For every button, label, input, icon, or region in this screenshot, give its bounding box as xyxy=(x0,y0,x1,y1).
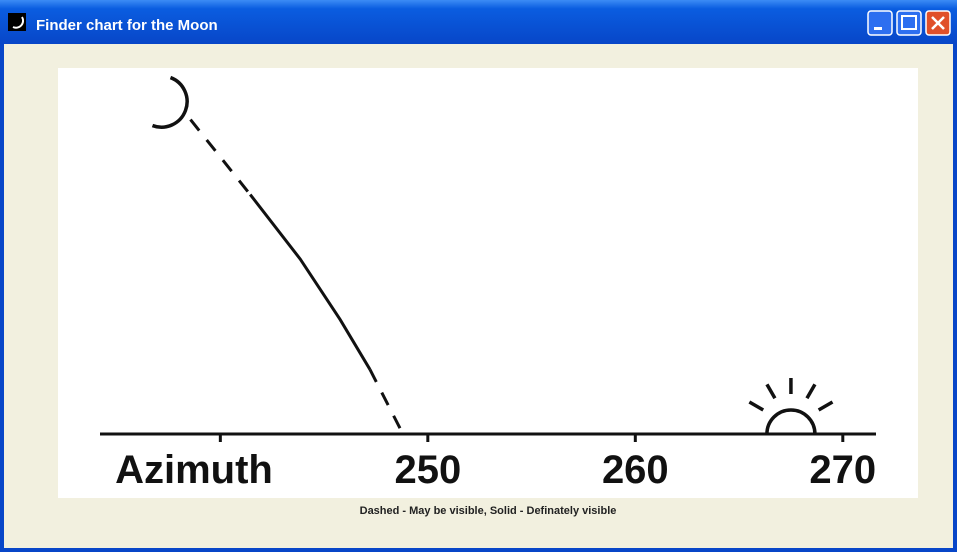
window-icon-moon xyxy=(12,16,25,29)
sun-icon xyxy=(765,408,817,435)
x-tick-label: 260 xyxy=(602,448,669,492)
maximize-button[interactable] xyxy=(896,10,922,36)
window-title: Finder chart for the Moon xyxy=(36,17,218,34)
sun-ray xyxy=(748,400,765,412)
caption: Dashed - May be visible, Solid - Definat… xyxy=(360,505,617,517)
sun-ray xyxy=(765,383,777,400)
minimize-button[interactable] xyxy=(867,10,893,36)
x-tick-label: 250 xyxy=(394,448,461,492)
solid-path xyxy=(249,193,372,371)
x-tick-label: 270 xyxy=(809,448,876,492)
close-button[interactable] xyxy=(925,10,951,36)
moon-icon xyxy=(151,75,189,129)
title-bar xyxy=(0,0,957,44)
sun-ray xyxy=(805,383,817,400)
dashed-path xyxy=(189,118,252,196)
x-axis-label: Azimuth xyxy=(115,448,273,492)
chart-area xyxy=(58,68,918,498)
dashed-path xyxy=(368,368,405,435)
sun-ray xyxy=(817,400,834,412)
